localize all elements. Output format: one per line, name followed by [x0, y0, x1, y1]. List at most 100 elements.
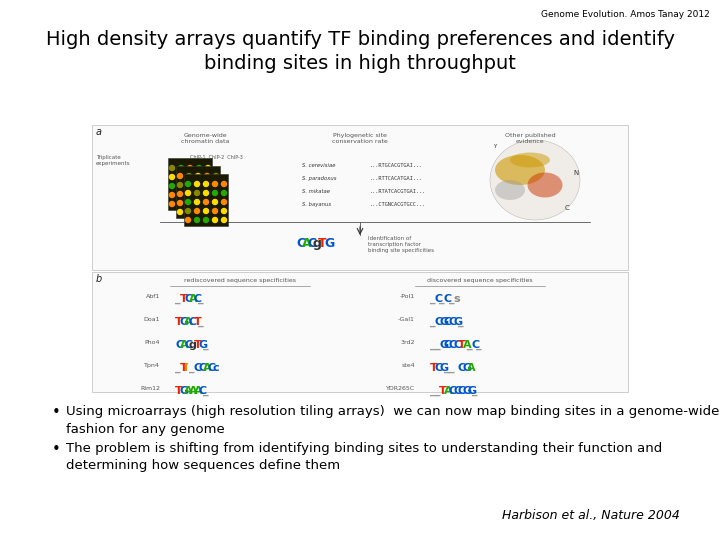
Text: C: C — [198, 386, 207, 396]
Circle shape — [204, 173, 210, 179]
Circle shape — [205, 192, 210, 198]
Text: T: T — [194, 317, 202, 327]
Circle shape — [204, 200, 210, 206]
Text: T: T — [458, 340, 466, 350]
Text: discovered sequence specificities: discovered sequence specificities — [427, 278, 533, 283]
Text: T: T — [318, 237, 327, 250]
Text: T: T — [175, 386, 183, 396]
Text: Genome-wide
chromatin data: Genome-wide chromatin data — [181, 133, 229, 144]
Text: A: A — [189, 386, 197, 396]
Circle shape — [222, 191, 227, 195]
Text: S. cerevisiae: S. cerevisiae — [302, 163, 336, 168]
Circle shape — [186, 199, 191, 205]
Text: ChIP-1  ChIP-2  ChIP-3: ChIP-1 ChIP-2 ChIP-3 — [190, 155, 243, 160]
Circle shape — [197, 201, 202, 206]
Text: _: _ — [175, 363, 181, 373]
Text: _: _ — [430, 386, 436, 396]
Circle shape — [214, 192, 218, 197]
Text: A: A — [467, 363, 476, 373]
Text: C: C — [194, 363, 202, 373]
Text: C: C — [435, 317, 443, 327]
Text: Identification of
transcription factor
binding site specificities: Identification of transcription factor b… — [368, 236, 434, 253]
Circle shape — [169, 201, 174, 206]
Circle shape — [222, 218, 227, 222]
Circle shape — [214, 200, 218, 206]
Text: C: C — [449, 386, 456, 396]
Text: G: G — [180, 317, 189, 327]
Circle shape — [179, 192, 184, 198]
Circle shape — [212, 218, 217, 222]
Text: ...RTTCACATGAI...: ...RTTCACATGAI... — [370, 176, 423, 181]
Circle shape — [186, 208, 191, 213]
Circle shape — [178, 192, 182, 197]
Circle shape — [212, 191, 217, 195]
Circle shape — [205, 165, 210, 171]
Circle shape — [204, 183, 210, 187]
Bar — [92, 125, 628, 270]
Circle shape — [169, 165, 174, 171]
Text: _: _ — [435, 340, 440, 350]
Circle shape — [214, 173, 218, 179]
Text: C: C — [444, 294, 452, 304]
Text: G: G — [462, 363, 472, 373]
Text: C: C — [435, 294, 443, 304]
Circle shape — [169, 192, 174, 198]
Text: A: A — [194, 386, 202, 396]
Text: C: C — [458, 386, 466, 396]
Text: C: C — [307, 237, 316, 250]
Circle shape — [186, 173, 192, 179]
Text: G: G — [439, 317, 449, 327]
Circle shape — [169, 184, 174, 188]
Text: G: G — [180, 386, 189, 396]
Text: I: I — [184, 363, 188, 373]
Text: _: _ — [435, 386, 440, 396]
Text: _: _ — [430, 340, 436, 350]
Text: Pho4: Pho4 — [145, 340, 160, 345]
Text: 3rd2: 3rd2 — [400, 340, 415, 345]
Text: G: G — [439, 340, 449, 350]
Text: C: C — [198, 363, 207, 373]
Bar — [168, 158, 212, 210]
Circle shape — [178, 210, 182, 214]
Circle shape — [204, 210, 210, 214]
Text: T: T — [175, 317, 183, 327]
Text: C: C — [184, 340, 192, 350]
Text: Y: Y — [493, 144, 496, 149]
Circle shape — [196, 200, 200, 206]
Text: C: C — [458, 363, 466, 373]
Text: g: g — [189, 340, 197, 350]
Text: Triplicate
experiments: Triplicate experiments — [96, 155, 130, 166]
Text: S. bayanus: S. bayanus — [302, 202, 331, 207]
Text: _: _ — [198, 317, 204, 327]
Circle shape — [204, 181, 209, 186]
Text: High density arrays quantify TF binding preferences and identify
binding sites i: High density arrays quantify TF binding … — [45, 30, 675, 73]
Circle shape — [186, 210, 192, 214]
Text: A: A — [184, 386, 193, 396]
Text: C: C — [565, 205, 570, 211]
Circle shape — [179, 201, 184, 206]
Text: C: C — [435, 363, 443, 373]
Text: -Pol1: -Pol1 — [400, 294, 415, 299]
Text: Genome Evolution. Amos Tanay 2012: Genome Evolution. Amos Tanay 2012 — [541, 10, 710, 19]
Circle shape — [187, 165, 192, 171]
Text: N: N — [573, 170, 578, 176]
Circle shape — [187, 184, 192, 188]
Circle shape — [194, 191, 199, 195]
Text: Rlm12: Rlm12 — [140, 386, 160, 391]
Circle shape — [178, 183, 182, 187]
Circle shape — [205, 174, 210, 179]
Circle shape — [212, 208, 217, 213]
Circle shape — [169, 174, 174, 179]
Text: C: C — [453, 340, 462, 350]
Circle shape — [196, 192, 200, 197]
Text: S. mikatae: S. mikatae — [302, 189, 330, 194]
Text: C: C — [207, 363, 215, 373]
Text: s: s — [453, 294, 460, 304]
Text: Harbison et al., Nature 2004: Harbison et al., Nature 2004 — [502, 509, 680, 522]
Circle shape — [194, 181, 199, 186]
Text: C: C — [449, 340, 456, 350]
Text: C: C — [453, 386, 462, 396]
Text: _: _ — [458, 317, 464, 327]
Circle shape — [212, 181, 217, 186]
Text: _: _ — [449, 363, 454, 373]
